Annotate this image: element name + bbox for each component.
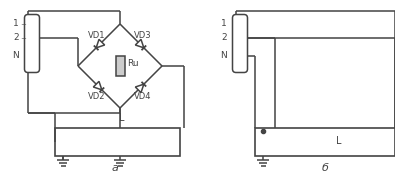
Text: 1: 1	[221, 20, 227, 28]
Polygon shape	[135, 84, 144, 93]
Text: 2: 2	[221, 33, 227, 43]
Bar	[115, 56, 124, 76]
Text: ~: ~	[20, 22, 26, 28]
Text: N: N	[220, 52, 227, 60]
Polygon shape	[93, 81, 102, 90]
FancyBboxPatch shape	[24, 14, 40, 73]
Text: VD2: VD2	[88, 92, 105, 101]
Bar	[255, 128, 395, 156]
Text: а: а	[111, 163, 118, 173]
Text: L: L	[336, 136, 342, 146]
Text: VD3: VD3	[134, 31, 152, 40]
Text: N: N	[12, 52, 19, 60]
Text: L: L	[119, 113, 125, 123]
Text: 2: 2	[13, 33, 19, 43]
Text: ~: ~	[20, 36, 26, 42]
Bar	[55, 128, 180, 156]
Polygon shape	[135, 39, 144, 48]
Polygon shape	[96, 39, 105, 48]
Text: Ru: Ru	[127, 58, 139, 68]
FancyBboxPatch shape	[233, 14, 248, 73]
Text: VD4: VD4	[134, 92, 152, 101]
Text: 1: 1	[13, 20, 19, 28]
Text: б: б	[322, 163, 328, 173]
Text: VD1: VD1	[88, 31, 105, 40]
